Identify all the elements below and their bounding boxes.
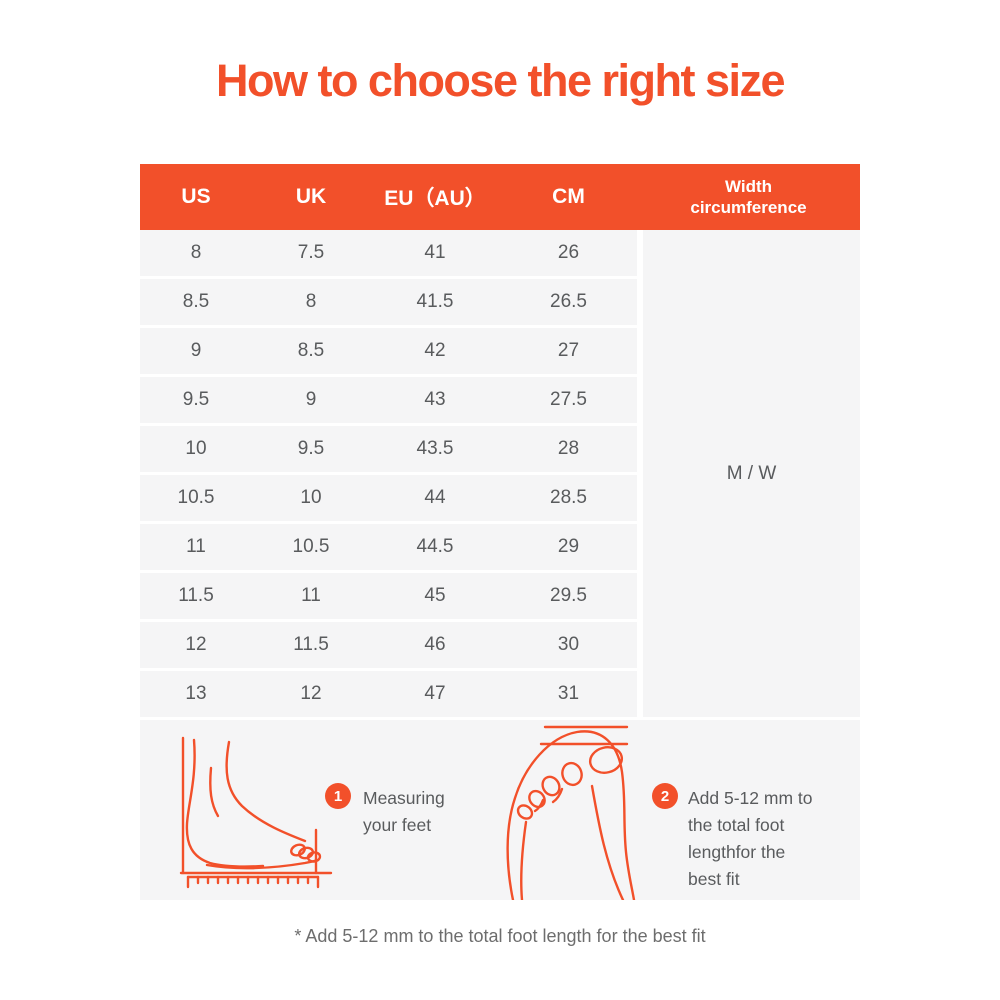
table-row: 12 11.5 46 30 [140,622,637,668]
size-chart-table: US UK EU（AU） CM Width circumference 8 7.… [140,164,860,717]
step-1-line1: Measuring [363,788,445,808]
table-body: 8 7.5 41 26 8.5 8 41.5 26.5 9 8.5 42 27 [140,230,860,717]
column-header-us: US [181,185,211,208]
cell-us: 9 [190,340,202,361]
cell-cm: 28 [557,438,580,459]
column-header-width-circumference: Width circumference [637,164,860,230]
table-row: 11 10.5 44.5 29 [140,524,637,570]
foot-top-view-icon [506,725,636,900]
cell-uk: 7.5 [297,242,325,263]
step-1-badge: 1 [325,783,351,809]
cell-cm: 29.5 [550,585,587,606]
width-circumference-cell: M / W [643,230,860,717]
width-header-line2: circumference [690,198,807,217]
table-row: 13 12 47 31 [140,671,637,717]
cell-eu: 44 [424,487,446,508]
cell-us: 10 [185,438,207,459]
table-header-row: US UK EU（AU） CM Width circumference [140,164,860,230]
cell-uk: 11 [301,585,321,606]
table-row: 8 7.5 41 26 [140,230,637,276]
page-title: How to choose the right size [215,55,786,106]
cell-eu: 41.5 [416,291,454,312]
cell-uk: 9.5 [297,438,325,459]
cell-us: 11 [186,536,206,557]
cell-uk: 12 [300,683,322,704]
cell-eu: 44.5 [416,536,454,557]
column-divider [637,230,643,717]
cell-uk: 10.5 [292,536,330,557]
table-row: 9.5 9 43 27.5 [140,377,637,423]
column-header-uk: UK [295,185,327,208]
cell-uk: 8.5 [297,340,325,361]
step-2-text: Add 5-12 mm to the total foot lengthfor … [688,785,813,893]
cell-cm: 27.5 [550,389,587,410]
step-1-text: Measuring your feet [363,785,445,839]
cell-us: 11.5 [178,585,214,606]
cell-cm: 30 [557,634,580,655]
cell-cm: 31 [557,683,580,704]
cell-uk: 11.5 [293,634,329,655]
cell-cm: 28.5 [550,487,587,508]
table-row: 8.5 8 41.5 26.5 [140,279,637,325]
cell-eu: 46 [424,634,446,655]
cell-uk: 9 [305,389,317,410]
cell-eu: 45 [424,585,446,606]
cell-us: 8 [190,242,202,263]
width-circumference-value: M / W [726,462,777,484]
cell-cm: 27 [557,340,580,361]
cell-us: 8.5 [182,291,210,312]
step-2-line4: best fit [688,869,740,889]
cell-us: 13 [185,683,207,704]
column-header-eu-au: EU（AU） [384,187,486,210]
cell-eu: 41 [424,242,446,263]
cell-cm: 26.5 [550,291,587,312]
step-2-line3: lengthfor the [688,842,786,862]
width-header-line1: Width [724,177,773,196]
cell-eu: 42 [424,340,446,361]
cell-uk: 8 [305,291,317,312]
step-2-badge: 2 [652,783,678,809]
table-row: 9 8.5 42 27 [140,328,637,374]
cell-eu: 47 [424,683,446,704]
table-row: 11.5 11 45 29.5 [140,573,637,619]
cell-us: 10.5 [177,487,215,508]
measuring-guide-panel: 1 Measuring your feet 2 Add 5-12 mm to [140,720,860,900]
column-header-cm: CM [552,185,585,208]
step-2-line1: Add 5-12 mm to [688,788,813,808]
size-rows: 8 7.5 41 26 8.5 8 41.5 26.5 9 8.5 42 27 [140,230,637,717]
step-2-line2: the total foot [688,815,785,835]
step-1-line2: your feet [363,815,432,835]
foot-side-view-ruler-icon [179,736,333,889]
footnote: * Add 5-12 mm to the total foot length f… [294,926,706,946]
table-row: 10 9.5 43.5 28 [140,426,637,472]
table-row: 10.5 10 44 28.5 [140,475,637,521]
cell-us: 9.5 [182,389,210,410]
cell-cm: 26 [557,242,580,263]
cell-us: 12 [185,634,207,655]
cell-eu: 43.5 [416,438,454,459]
cell-uk: 10 [300,487,322,508]
cell-eu: 43 [424,389,446,410]
cell-cm: 29 [557,536,580,557]
